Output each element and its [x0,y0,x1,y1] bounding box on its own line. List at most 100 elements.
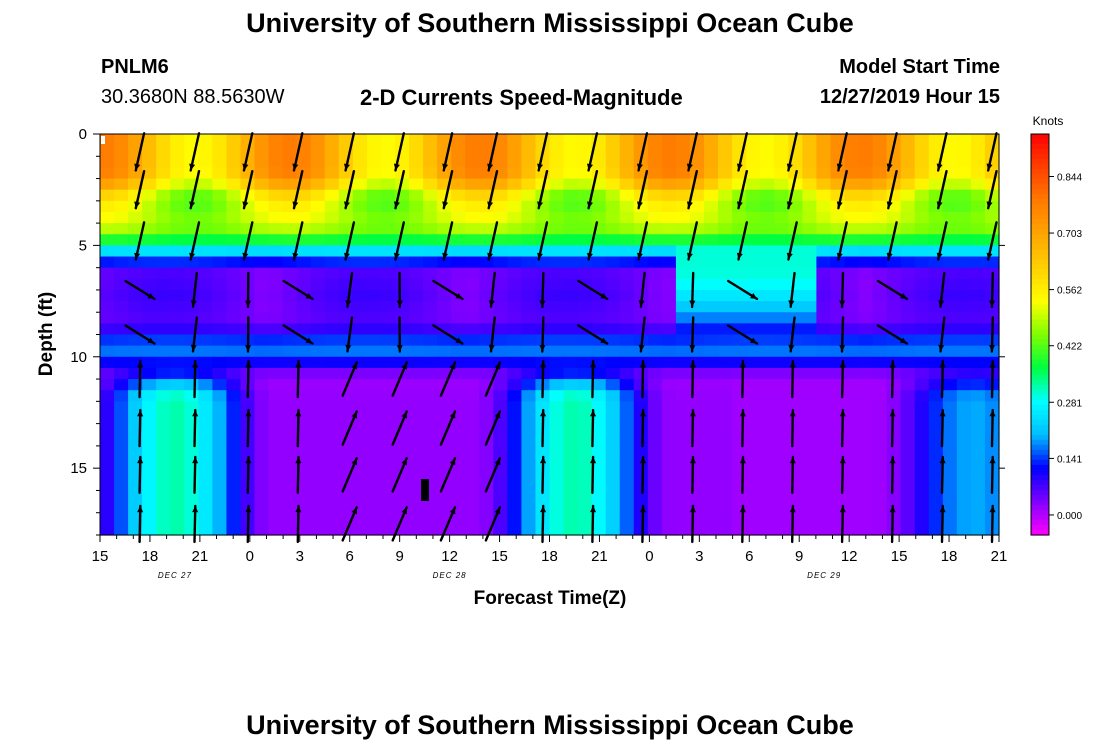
heatmap-cell [465,200,480,213]
heatmap-cell [689,345,705,358]
heatmap-cell [394,267,410,280]
heatmap-cell [114,345,129,358]
heatmap-cell [886,245,902,258]
heatmap-cell [493,256,508,269]
heatmap-cell [858,200,874,213]
heatmap-cell [114,167,129,180]
current-arrowhead [839,345,846,352]
heatmap-cell [900,367,916,380]
heatmap-cell [324,200,340,213]
current-arrow [394,221,405,261]
heatmap-cell [942,178,958,191]
heatmap-cell [591,501,607,514]
heatmap-cell [549,289,565,302]
current-arrowhead [242,252,249,260]
heatmap-cell [212,245,228,258]
colorbar-swatch [1031,429,1049,436]
heatmap-cell [423,223,438,235]
heatmap-cell [100,178,115,191]
heatmap-cell [240,401,256,414]
heatmap-cell [128,189,143,202]
heatmap-cell [689,434,705,447]
y-axis-label: Depth (ft) [36,292,57,376]
x-axis-label: Forecast Time(Z) [474,588,627,609]
heatmap-cell [423,234,438,246]
heatmap-cell [324,434,340,447]
heatmap-cell [605,134,621,146]
heatmap-cell [942,256,958,269]
heatmap-cell [437,367,452,380]
heatmap-cell [872,512,888,525]
heatmap-cell [100,423,115,436]
heatmap-cell [844,479,860,492]
heatmap-cell [732,223,747,235]
heatmap-cell [338,278,354,291]
heatmap-cell [100,434,115,447]
heatmap-cell [296,512,312,525]
heatmap-cell [858,312,874,324]
heatmap-cell [114,289,129,302]
heatmap-cell [816,490,832,503]
heatmap-cell [254,211,270,224]
heatmap-cell [746,167,761,180]
heatmap-cell [844,379,860,391]
heatmap-cell [970,379,986,391]
heatmap-cell [254,200,270,213]
colorbar-tick-label: 0.844 [1057,173,1082,184]
heatmap-cell [156,345,171,358]
heatmap-cell [956,145,972,157]
current-arrowhead [689,456,696,464]
heatmap-cell [858,289,874,302]
heatmap-cell [619,211,635,224]
heatmap-cell [423,278,438,291]
current-arrowhead [936,252,943,260]
heatmap-cell [984,256,1000,269]
current-arrowhead [989,410,996,417]
heatmap-cell [451,412,466,425]
heatmap-cell [900,423,916,436]
heatmap-cell [605,178,621,191]
heatmap-cell [661,211,677,224]
heatmap-cell [956,267,972,280]
heatmap-cell [647,178,663,191]
heatmap-cell [437,356,452,369]
heatmap-cell [100,334,115,347]
current-arrowhead [245,361,252,368]
heatmap-cell [100,356,115,369]
heatmap-cell [507,256,523,269]
heatmap-cell [296,445,312,458]
heatmap-cell [872,267,888,280]
heatmap-cell [521,289,537,302]
current-arrowhead [939,505,946,513]
heatmap-cell [451,145,466,157]
heatmap-cell [507,356,523,369]
heatmap-cell [394,256,410,269]
heatmap-cell [310,356,326,369]
heatmap-cell [100,256,115,269]
heatmap-cell [493,479,508,492]
current-arrowhead [590,410,597,417]
date-label: DEC 28 [433,571,467,580]
heatmap-cell [549,234,565,246]
heatmap-cell [142,156,157,169]
date-label: DEC 27 [158,571,192,580]
heatmap-cell [352,379,368,391]
current-arrowhead [939,410,946,417]
heatmap-cell [507,523,523,536]
heatmap-cell [451,490,466,503]
heatmap-cell [549,390,565,402]
heatmap-cell [900,390,916,402]
heatmap-cell [198,512,213,525]
heatmap-cell [170,468,185,480]
heatmap-cell [352,479,368,492]
heatmap-cell [366,145,382,157]
heatmap-cell [352,512,368,525]
heatmap-cell [198,379,213,391]
heatmap-cell [394,434,410,447]
heatmap-cell [984,245,1000,258]
heatmap-cell [633,223,649,235]
heatmap-cell [956,434,972,447]
heatmap-cell [732,189,747,202]
heatmap-cell [633,167,649,180]
heatmap-cell [914,278,930,291]
